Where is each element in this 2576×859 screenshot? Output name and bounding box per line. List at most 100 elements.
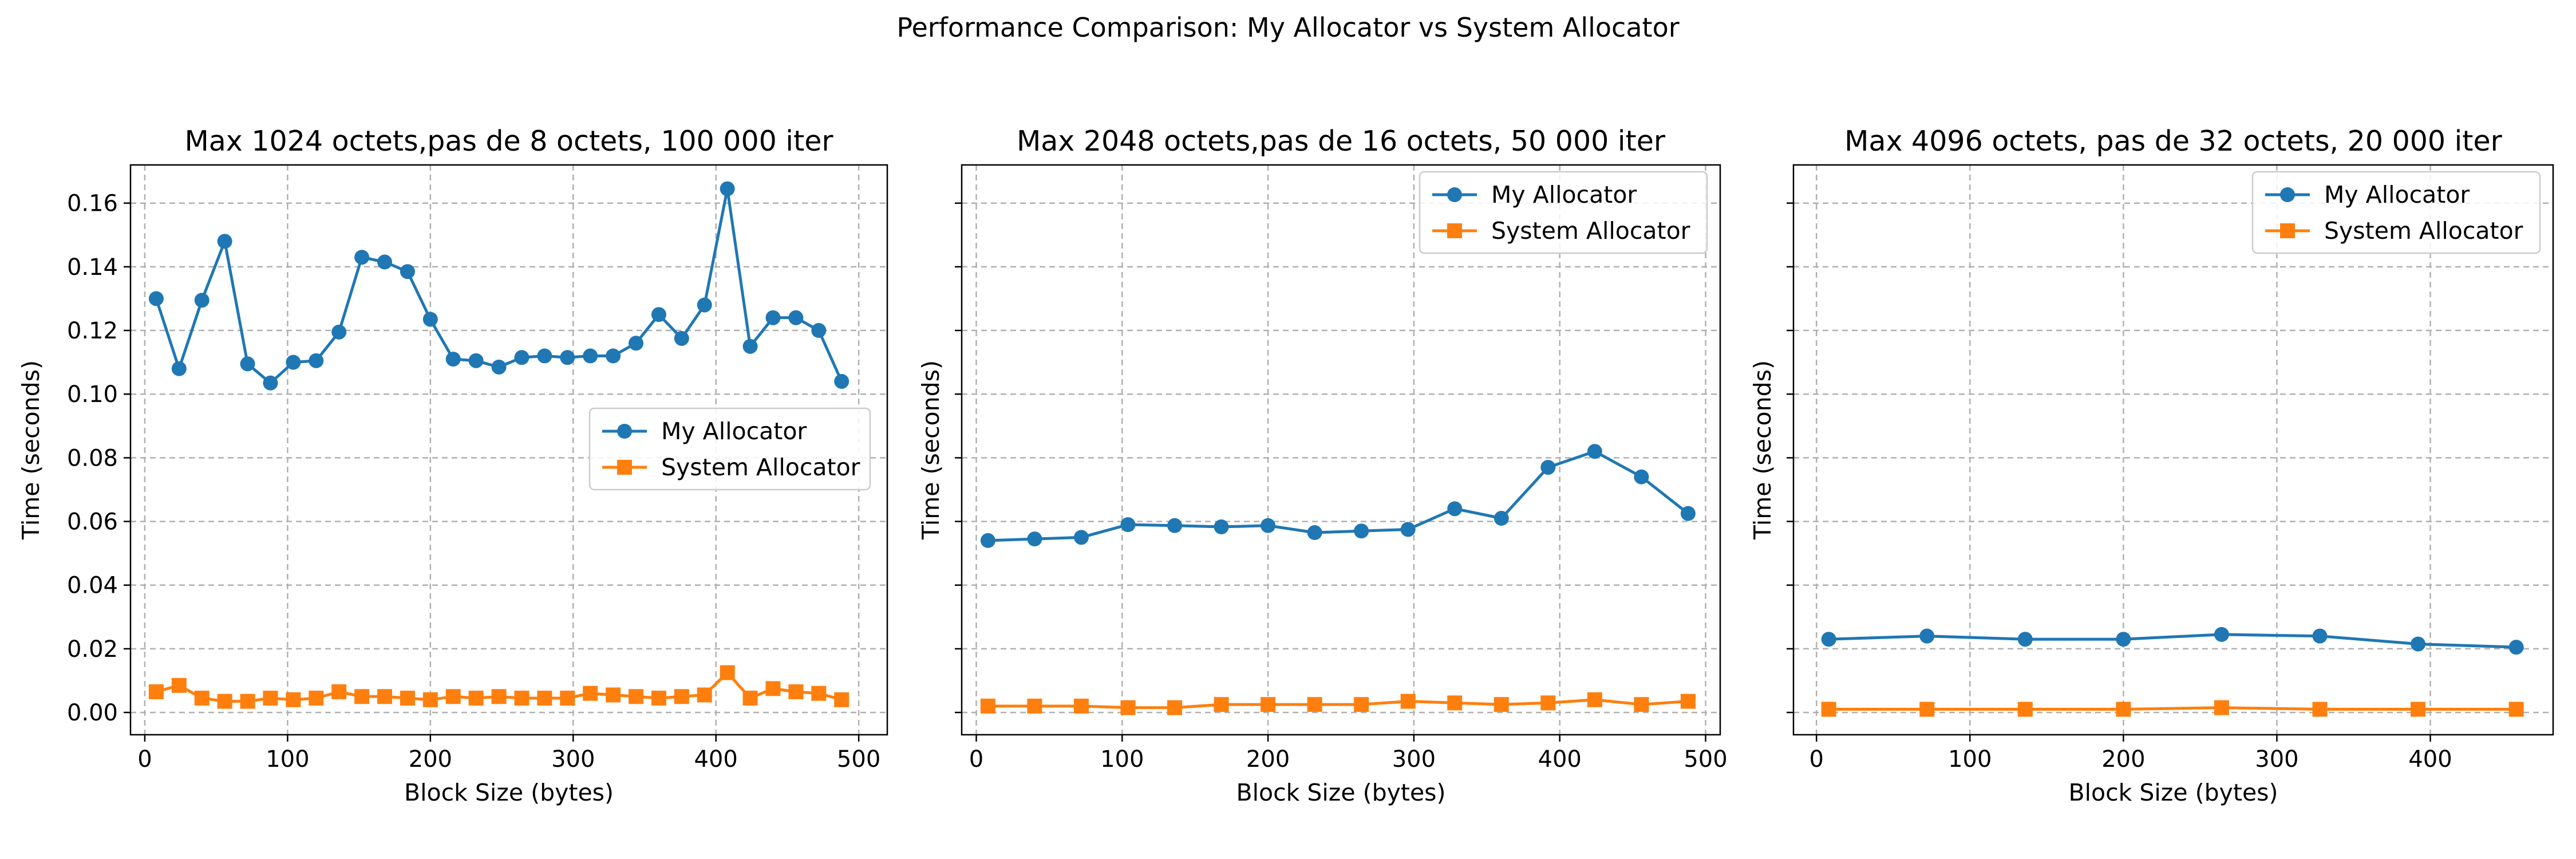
data-point-system_allocator bbox=[354, 689, 370, 704]
data-point-system_allocator bbox=[514, 691, 530, 706]
x-tick-label: 400 bbox=[1538, 746, 1582, 773]
data-point-system_allocator bbox=[422, 692, 438, 707]
data-point-my_allocator bbox=[1167, 518, 1183, 533]
data-point-my_allocator bbox=[834, 373, 850, 389]
data-point-my_allocator bbox=[148, 291, 164, 306]
y-axis-label: Time (seconds) bbox=[17, 360, 45, 540]
x-tick-label: 400 bbox=[694, 746, 737, 773]
data-point-system_allocator bbox=[742, 691, 758, 706]
x-tick-label: 100 bbox=[1948, 746, 1992, 773]
x-tick-label: 200 bbox=[1246, 746, 1290, 773]
data-point-system_allocator bbox=[171, 677, 187, 693]
data-point-system_allocator bbox=[697, 687, 712, 703]
data-point-my_allocator bbox=[2116, 632, 2131, 647]
x-tick-label: 200 bbox=[2101, 746, 2145, 773]
data-point-system_allocator bbox=[606, 687, 621, 703]
data-point-system_allocator bbox=[1120, 700, 1136, 715]
data-point-system_allocator bbox=[765, 681, 781, 696]
data-point-my_allocator bbox=[263, 375, 278, 391]
data-point-system_allocator bbox=[1447, 695, 1463, 711]
plot-frame bbox=[129, 164, 888, 736]
data-point-my_allocator bbox=[606, 348, 621, 364]
data-point-my_allocator bbox=[1540, 460, 1556, 475]
data-point-system_allocator bbox=[1073, 698, 1089, 714]
data-point-my_allocator bbox=[2411, 636, 2426, 652]
legend-marker-system_allocator bbox=[2280, 223, 2295, 238]
data-point-my_allocator bbox=[651, 307, 666, 322]
data-point-my_allocator bbox=[331, 324, 347, 340]
data-point-my_allocator bbox=[1447, 501, 1463, 517]
data-point-system_allocator bbox=[1540, 695, 1556, 711]
legend: My Allocator System Allocator bbox=[588, 407, 871, 491]
x-tick-label: 0 bbox=[1809, 746, 1823, 773]
x-tick-label: 300 bbox=[551, 746, 595, 773]
legend-label-my_allocator: My Allocator bbox=[661, 417, 807, 445]
legend-marker-my_allocator bbox=[2280, 187, 2295, 202]
data-point-system_allocator bbox=[2017, 702, 2033, 717]
data-point-system_allocator bbox=[811, 685, 827, 701]
data-point-my_allocator bbox=[560, 350, 575, 365]
data-point-my_allocator bbox=[240, 356, 255, 372]
x-tick-label: 500 bbox=[837, 746, 880, 773]
data-point-my_allocator bbox=[788, 310, 804, 325]
data-point-system_allocator bbox=[263, 691, 278, 706]
data-point-system_allocator bbox=[2508, 702, 2524, 717]
x-tick-label: 100 bbox=[1100, 746, 1144, 773]
legend-label-system_allocator: System Allocator bbox=[1491, 217, 1690, 245]
data-point-my_allocator bbox=[1214, 519, 1229, 535]
data-point-my_allocator bbox=[2214, 626, 2229, 642]
series-line-system_allocator bbox=[987, 698, 1689, 710]
data-point-system_allocator bbox=[2214, 700, 2229, 715]
data-point-system_allocator bbox=[2312, 702, 2328, 717]
chart-title: Max 4096 octets, pas de 32 octets, 20 00… bbox=[1844, 125, 2502, 157]
y-axis-label: Time (seconds) bbox=[917, 360, 945, 540]
data-point-system_allocator bbox=[217, 693, 232, 709]
data-point-my_allocator bbox=[765, 310, 781, 325]
data-point-system_allocator bbox=[980, 698, 995, 714]
chart-panel-3: 0 100 200 300 400 Max 4096 octets, pas de 32 … bbox=[1749, 125, 2554, 806]
data-point-system_allocator bbox=[1494, 697, 1509, 712]
data-point-my_allocator bbox=[1307, 525, 1322, 541]
series-line-my_allocator bbox=[1828, 633, 2516, 649]
y-tick-label: 0.10 bbox=[67, 381, 118, 408]
data-point-system_allocator bbox=[2411, 702, 2426, 717]
data-point-system_allocator bbox=[286, 692, 301, 707]
y-tick-label: 0.16 bbox=[67, 191, 118, 217]
data-point-my_allocator bbox=[1120, 517, 1136, 533]
legend-label-system_allocator: System Allocator bbox=[2324, 217, 2523, 245]
x-tick-label: 300 bbox=[1392, 746, 1436, 773]
data-point-my_allocator bbox=[720, 181, 735, 196]
y-tick-label: 0.12 bbox=[67, 318, 118, 344]
y-tick-label: 0.06 bbox=[67, 509, 118, 535]
chart-panel-1: 0 100 200 300 400 500 0.00 0.02 0.04 0.06 0.08 0.10… bbox=[17, 125, 888, 806]
data-point-system_allocator bbox=[331, 684, 347, 699]
legend-box bbox=[1419, 171, 1708, 254]
data-point-my_allocator bbox=[217, 234, 232, 249]
data-point-system_allocator bbox=[1027, 698, 1042, 714]
legend-box bbox=[588, 407, 871, 491]
legend: My Allocator System Allocator bbox=[1419, 171, 1708, 254]
data-point-my_allocator bbox=[514, 350, 530, 365]
data-point-my_allocator bbox=[697, 297, 712, 313]
figure-title: Performance Comparison: My Allocator vs … bbox=[896, 12, 1679, 43]
data-point-my_allocator bbox=[1821, 632, 1836, 647]
plot-frame bbox=[961, 164, 1721, 736]
legend-marker-system_allocator bbox=[617, 460, 632, 475]
data-point-my_allocator bbox=[171, 361, 187, 376]
data-point-system_allocator bbox=[674, 689, 689, 704]
y-axis-label: Time (seconds) bbox=[1749, 360, 1776, 540]
legend-label-my_allocator: My Allocator bbox=[1491, 181, 1637, 208]
chart-title: Max 1024 octets,pas de 8 octets, 100 000… bbox=[184, 125, 833, 157]
data-point-system_allocator bbox=[400, 691, 415, 706]
data-point-system_allocator bbox=[1587, 692, 1602, 707]
data-point-my_allocator bbox=[1073, 530, 1089, 545]
legend-marker-my_allocator bbox=[617, 424, 632, 439]
y-tick-label: 0.08 bbox=[67, 445, 118, 471]
data-point-system_allocator bbox=[583, 685, 598, 701]
data-point-my_allocator bbox=[537, 348, 552, 364]
data-point-system_allocator bbox=[1919, 702, 1935, 717]
data-point-my_allocator bbox=[1400, 522, 1416, 537]
data-point-system_allocator bbox=[1400, 693, 1416, 709]
data-point-system_allocator bbox=[2116, 702, 2131, 717]
